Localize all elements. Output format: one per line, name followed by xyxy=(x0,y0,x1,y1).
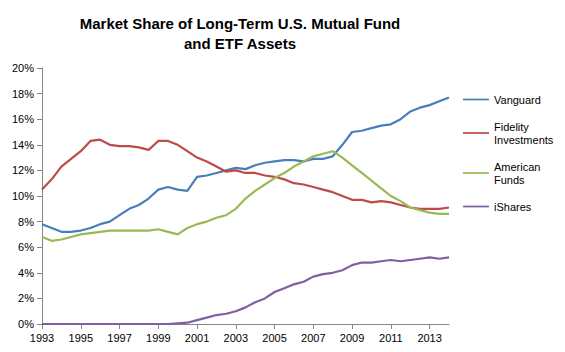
svg-text:4%: 4% xyxy=(18,267,34,279)
svg-text:2009: 2009 xyxy=(340,332,364,344)
svg-text:American: American xyxy=(494,161,544,173)
svg-text:1997: 1997 xyxy=(107,332,131,344)
svg-text:18%: 18% xyxy=(12,88,34,100)
svg-text:2011: 2011 xyxy=(379,332,403,344)
svg-text:0%: 0% xyxy=(18,318,34,330)
svg-text:Funds: Funds xyxy=(494,174,525,186)
svg-text:6%: 6% xyxy=(18,241,34,253)
svg-text:8%: 8% xyxy=(18,216,34,228)
svg-text:Market Share of Long-Term U.S.: Market Share of Long-Term U.S. Mutual Fu… xyxy=(80,15,401,32)
svg-text:10%: 10% xyxy=(12,190,34,202)
svg-text:12%: 12% xyxy=(12,164,34,176)
svg-text:iShares: iShares xyxy=(494,201,532,213)
svg-text:1993: 1993 xyxy=(30,332,54,344)
svg-text:16%: 16% xyxy=(12,113,34,125)
svg-text:Fidelity: Fidelity xyxy=(494,121,532,133)
svg-text:1995: 1995 xyxy=(69,332,93,344)
svg-text:2%: 2% xyxy=(18,292,34,304)
svg-text:2001: 2001 xyxy=(185,332,209,344)
svg-text:2003: 2003 xyxy=(224,332,248,344)
svg-text:2005: 2005 xyxy=(262,332,286,344)
svg-text:2007: 2007 xyxy=(301,332,325,344)
svg-text:1999: 1999 xyxy=(146,332,170,344)
svg-text:2013: 2013 xyxy=(417,332,441,344)
svg-text:Investments: Investments xyxy=(494,134,554,146)
svg-text:14%: 14% xyxy=(12,139,34,151)
svg-text:Vanguard: Vanguard xyxy=(494,94,541,106)
svg-text:20%: 20% xyxy=(12,62,34,74)
svg-text:and ETF Assets: and ETF Assets xyxy=(184,35,296,52)
